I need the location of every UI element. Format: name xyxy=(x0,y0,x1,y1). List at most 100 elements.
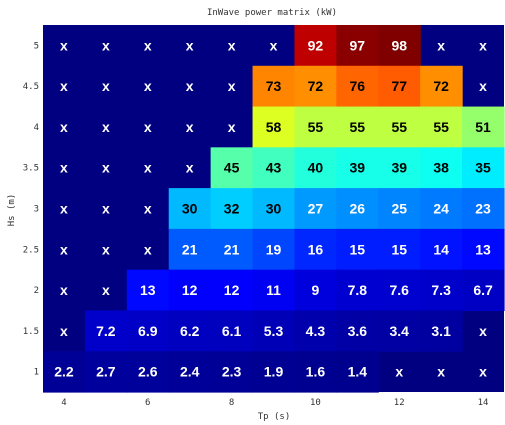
heatmap-cell xyxy=(378,25,421,67)
heatmap-cell xyxy=(252,65,296,108)
cell-value-label: 5.3 xyxy=(264,323,284,339)
heatmap-cell xyxy=(294,106,337,148)
heatmap-cell xyxy=(420,106,463,148)
heatmap-cell xyxy=(420,65,463,108)
missing-cell-label: x xyxy=(144,119,152,135)
heatmap-cell xyxy=(462,147,505,189)
cell-value-label: 7.3 xyxy=(431,282,451,298)
heatmap-cell xyxy=(210,147,254,189)
missing-cell-label: x xyxy=(102,201,110,217)
heatmap-cell xyxy=(420,269,463,312)
cell-value-label: 4.3 xyxy=(306,323,326,339)
missing-cell-label: x xyxy=(186,160,194,176)
heatmap-cell xyxy=(294,147,337,189)
cell-value-label: 39 xyxy=(350,160,366,176)
heatmap-cell xyxy=(462,228,505,271)
cell-value-label: 6.9 xyxy=(138,323,158,339)
heatmap-cell xyxy=(126,310,170,352)
missing-cell-label: x xyxy=(102,282,110,298)
heatmap-cell xyxy=(420,188,463,230)
cell-value-label: 11 xyxy=(266,282,281,298)
x-tick-label: 4 xyxy=(61,398,66,408)
missing-cell-label: x xyxy=(102,78,110,94)
y-axis-ticks: 5 4.5 4 3.5 3 2.5 2 1.5 1 xyxy=(23,41,39,377)
heatmap-cell xyxy=(336,25,379,67)
missing-cell-label: x xyxy=(186,78,194,94)
cell-value-label: 1.6 xyxy=(306,364,326,380)
heatmap-cell xyxy=(252,147,296,189)
heatmap-cell xyxy=(294,269,337,312)
y-tick-label: 3 xyxy=(34,205,39,215)
missing-cell-label: x xyxy=(60,241,68,257)
cell-value-label: 43 xyxy=(266,160,282,176)
cell-value-label: 9 xyxy=(312,282,320,298)
heatmap-cell xyxy=(294,310,337,352)
heatmap-cell xyxy=(336,310,379,352)
y-tick-label: 5 xyxy=(34,41,39,51)
heatmap-cell xyxy=(336,106,379,148)
heatmap-cell xyxy=(420,228,463,271)
missing-cell-label: x xyxy=(144,160,152,176)
heatmap-cell xyxy=(378,228,421,271)
heatmap-cell xyxy=(462,106,505,148)
cell-value-label: 2.7 xyxy=(96,364,116,380)
heatmap-cell xyxy=(168,269,212,312)
heatmap-cell xyxy=(252,188,296,230)
x-axis-label: Tp (s) xyxy=(258,412,291,422)
cell-value-label: 6.2 xyxy=(180,323,200,339)
heatmap-cell xyxy=(294,65,337,108)
cell-value-label: 13 xyxy=(140,282,156,298)
cell-value-label: 21 xyxy=(182,241,198,257)
y-axis-label: Hs (m) xyxy=(7,194,17,227)
cell-value-label: 72 xyxy=(308,78,324,94)
cell-value-label: 55 xyxy=(391,119,407,135)
cell-value-label: 7.8 xyxy=(348,282,368,298)
x-axis-ticks: 4 6 8 10 12 14 xyxy=(61,398,488,408)
cell-value-label: 40 xyxy=(308,160,324,176)
y-tick-label: 4 xyxy=(34,123,39,133)
x-tick-label: 8 xyxy=(229,398,234,408)
cell-value-label: 7.6 xyxy=(389,282,409,298)
missing-cell-label: x xyxy=(479,78,487,94)
cell-value-label: 6.1 xyxy=(222,323,242,339)
cell-value-label: 13 xyxy=(475,241,491,257)
cell-value-label: 1.4 xyxy=(348,364,368,380)
cell-value-label: 30 xyxy=(266,201,282,217)
missing-cell-label: x xyxy=(144,37,152,53)
cell-value-label: 2.2 xyxy=(54,364,74,380)
cell-value-label: 2.6 xyxy=(138,364,158,380)
cell-value-label: 6.7 xyxy=(473,282,493,298)
cell-value-label: 76 xyxy=(350,78,366,94)
missing-cell-label: x xyxy=(60,37,68,53)
heatmap-cell xyxy=(378,106,421,148)
missing-cell-label: x xyxy=(186,119,194,135)
x-tick-label: 6 xyxy=(145,398,150,408)
heatmap-cell xyxy=(294,228,337,271)
cell-value-label: 3.6 xyxy=(348,323,368,339)
heatmap-cell xyxy=(462,269,505,312)
heatmap-cell xyxy=(378,310,421,352)
heatmap-cell xyxy=(252,269,296,312)
heatmap-cell xyxy=(252,106,296,148)
missing-cell-label: x xyxy=(60,282,68,298)
y-tick-label: 1.5 xyxy=(23,327,39,337)
cell-value-label: 55 xyxy=(433,119,449,135)
cell-value-label: 15 xyxy=(391,241,407,257)
heatmap-cell xyxy=(420,147,463,189)
cell-value-label: 39 xyxy=(391,160,407,176)
missing-cell-label: x xyxy=(228,37,236,53)
cell-value-label: 21 xyxy=(224,241,240,257)
heatmap-cell xyxy=(294,351,337,393)
x-tick-label: 12 xyxy=(394,398,405,408)
heatmap-cell xyxy=(168,228,212,271)
missing-cell-label: x xyxy=(270,37,278,53)
heatmap-cell xyxy=(210,188,254,230)
cell-value-label: 23 xyxy=(475,201,491,217)
cell-value-label: 92 xyxy=(308,37,324,53)
missing-cell-label: x xyxy=(144,201,152,217)
cell-value-label: 14 xyxy=(433,241,449,257)
cell-value-label: 2.4 xyxy=(180,364,200,380)
heatmap-cell xyxy=(378,269,421,312)
heatmap-cell xyxy=(210,310,254,352)
heatmap-cell xyxy=(420,310,463,352)
